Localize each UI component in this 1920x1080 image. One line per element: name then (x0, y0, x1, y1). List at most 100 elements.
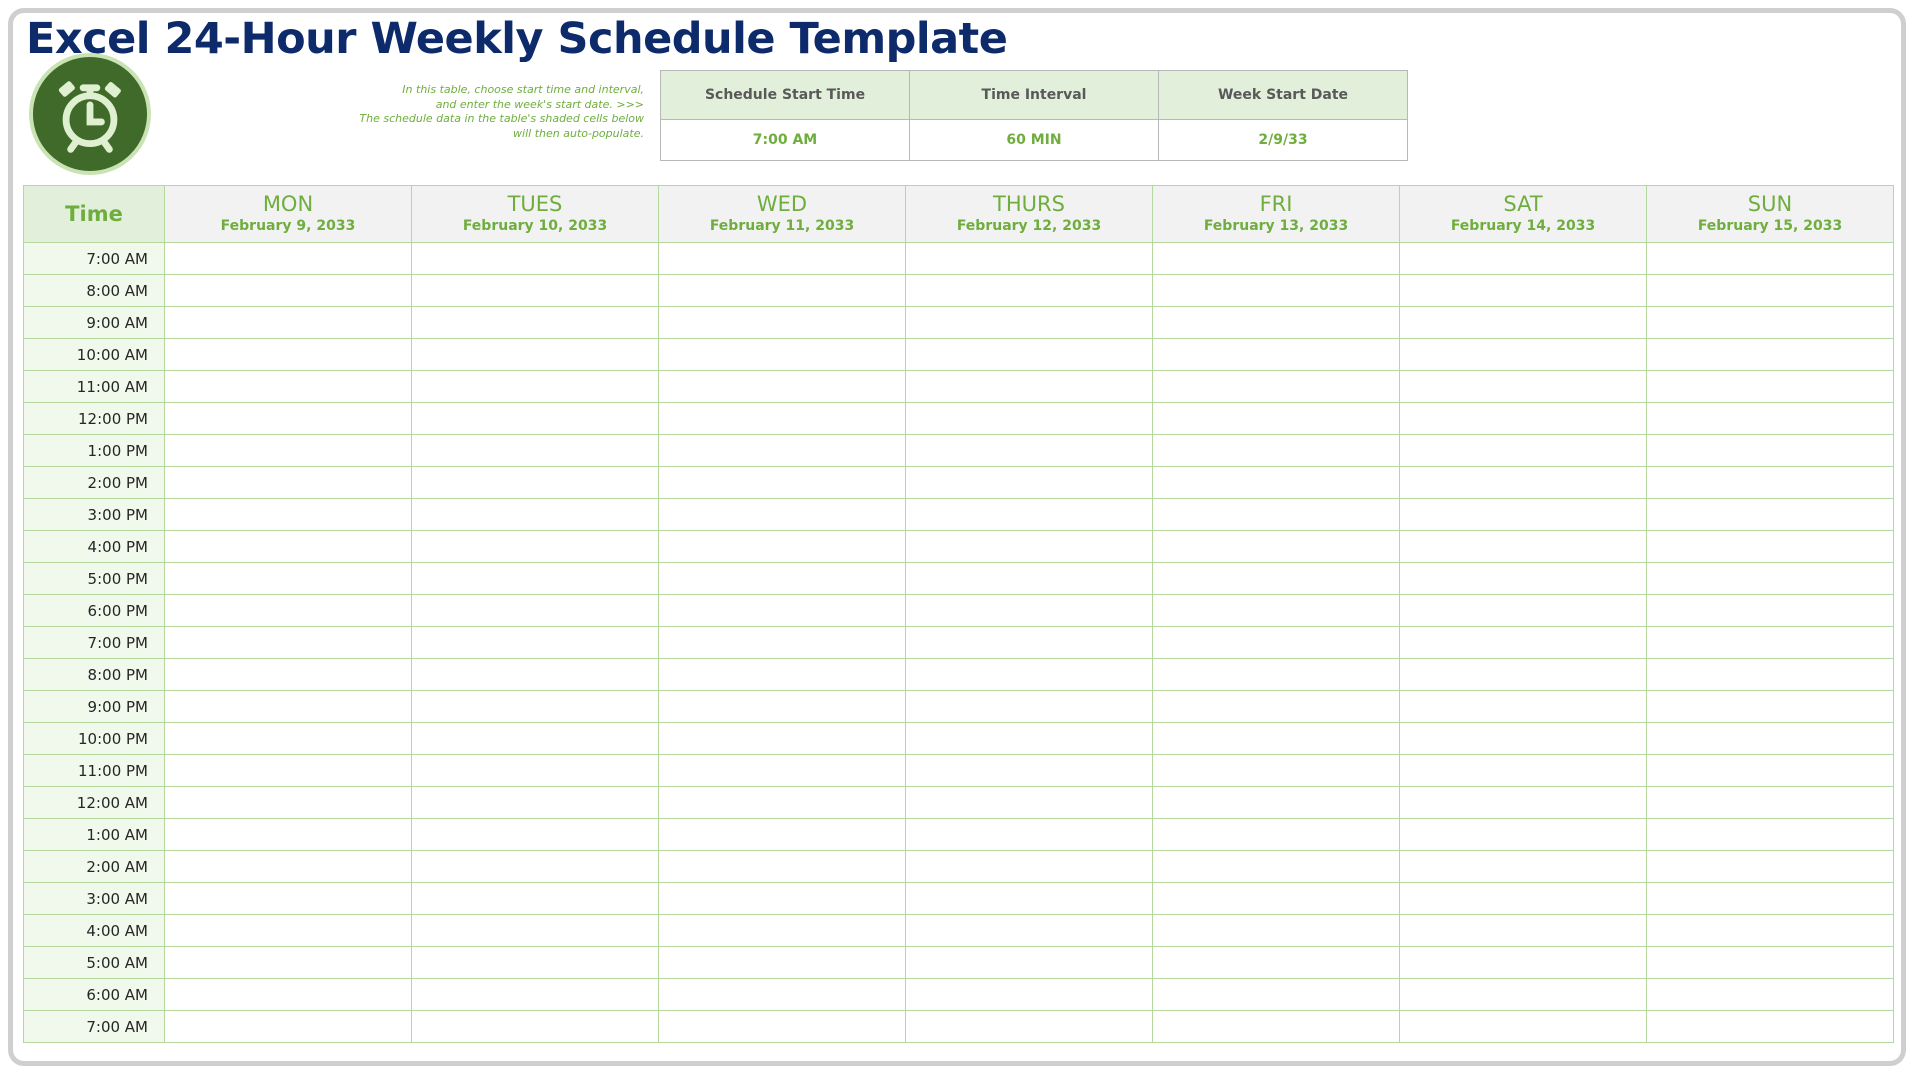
schedule-cell-sat[interactable] (1399, 626, 1647, 659)
schedule-cell-mon[interactable] (164, 690, 412, 723)
schedule-cell-tues[interactable] (411, 754, 659, 787)
schedule-cell-fri[interactable] (1152, 818, 1400, 851)
schedule-cell-sun[interactable] (1646, 466, 1894, 499)
schedule-cell-thurs[interactable] (905, 530, 1153, 563)
schedule-cell-fri[interactable] (1152, 722, 1400, 755)
schedule-cell-sat[interactable] (1399, 274, 1647, 307)
schedule-cell-thurs[interactable] (905, 402, 1153, 435)
schedule-cell-sun[interactable] (1646, 626, 1894, 659)
schedule-cell-wed[interactable] (658, 498, 906, 531)
schedule-cell-wed[interactable] (658, 466, 906, 499)
schedule-cell-mon[interactable] (164, 722, 412, 755)
schedule-cell-mon[interactable] (164, 498, 412, 531)
schedule-cell-sun[interactable] (1646, 562, 1894, 595)
schedule-cell-tues[interactable] (411, 722, 659, 755)
schedule-cell-fri[interactable] (1152, 1010, 1400, 1043)
schedule-cell-sun[interactable] (1646, 786, 1894, 819)
schedule-cell-wed[interactable] (658, 530, 906, 563)
schedule-cell-sat[interactable] (1399, 530, 1647, 563)
schedule-cell-sun[interactable] (1646, 530, 1894, 563)
schedule-cell-sat[interactable] (1399, 850, 1647, 883)
schedule-cell-tues[interactable] (411, 882, 659, 915)
schedule-cell-mon[interactable] (164, 754, 412, 787)
schedule-cell-sat[interactable] (1399, 946, 1647, 979)
schedule-cell-tues[interactable] (411, 914, 659, 947)
schedule-cell-fri[interactable] (1152, 530, 1400, 563)
schedule-cell-wed[interactable] (658, 626, 906, 659)
schedule-cell-wed[interactable] (658, 882, 906, 915)
schedule-cell-thurs[interactable] (905, 242, 1153, 275)
schedule-cell-mon[interactable] (164, 882, 412, 915)
schedule-cell-sun[interactable] (1646, 242, 1894, 275)
schedule-cell-thurs[interactable] (905, 498, 1153, 531)
schedule-cell-tues[interactable] (411, 498, 659, 531)
schedule-cell-tues[interactable] (411, 434, 659, 467)
schedule-cell-sat[interactable] (1399, 466, 1647, 499)
schedule-cell-thurs[interactable] (905, 786, 1153, 819)
schedule-cell-sun[interactable] (1646, 690, 1894, 723)
schedule-cell-sat[interactable] (1399, 370, 1647, 403)
schedule-cell-mon[interactable] (164, 274, 412, 307)
schedule-cell-sat[interactable] (1399, 242, 1647, 275)
schedule-cell-fri[interactable] (1152, 402, 1400, 435)
schedule-cell-mon[interactable] (164, 658, 412, 691)
schedule-cell-fri[interactable] (1152, 946, 1400, 979)
schedule-cell-tues[interactable] (411, 818, 659, 851)
schedule-cell-wed[interactable] (658, 434, 906, 467)
schedule-cell-thurs[interactable] (905, 306, 1153, 339)
schedule-cell-sat[interactable] (1399, 594, 1647, 627)
schedule-cell-fri[interactable] (1152, 242, 1400, 275)
schedule-cell-sun[interactable] (1646, 754, 1894, 787)
schedule-cell-tues[interactable] (411, 370, 659, 403)
schedule-cell-sun[interactable] (1646, 594, 1894, 627)
schedule-cell-tues[interactable] (411, 690, 659, 723)
schedule-cell-fri[interactable] (1152, 978, 1400, 1011)
schedule-cell-fri[interactable] (1152, 882, 1400, 915)
schedule-cell-wed[interactable] (658, 274, 906, 307)
schedule-cell-fri[interactable] (1152, 754, 1400, 787)
schedule-cell-sun[interactable] (1646, 818, 1894, 851)
schedule-cell-fri[interactable] (1152, 658, 1400, 691)
schedule-cell-thurs[interactable] (905, 562, 1153, 595)
schedule-cell-wed[interactable] (658, 786, 906, 819)
schedule-cell-sun[interactable] (1646, 402, 1894, 435)
schedule-cell-sun[interactable] (1646, 658, 1894, 691)
schedule-cell-thurs[interactable] (905, 882, 1153, 915)
schedule-cell-mon[interactable] (164, 530, 412, 563)
schedule-cell-mon[interactable] (164, 242, 412, 275)
schedule-cell-sat[interactable] (1399, 338, 1647, 371)
schedule-start-time-cell[interactable]: 7:00 AM (660, 119, 910, 161)
schedule-cell-fri[interactable] (1152, 338, 1400, 371)
schedule-cell-sun[interactable] (1646, 850, 1894, 883)
schedule-cell-wed[interactable] (658, 754, 906, 787)
schedule-cell-wed[interactable] (658, 370, 906, 403)
schedule-cell-fri[interactable] (1152, 562, 1400, 595)
schedule-cell-tues[interactable] (411, 626, 659, 659)
schedule-cell-thurs[interactable] (905, 434, 1153, 467)
schedule-cell-mon[interactable] (164, 818, 412, 851)
schedule-cell-wed[interactable] (658, 914, 906, 947)
schedule-cell-thurs[interactable] (905, 818, 1153, 851)
schedule-cell-tues[interactable] (411, 594, 659, 627)
schedule-cell-wed[interactable] (658, 338, 906, 371)
schedule-cell-tues[interactable] (411, 1010, 659, 1043)
schedule-cell-tues[interactable] (411, 978, 659, 1011)
schedule-cell-thurs[interactable] (905, 626, 1153, 659)
schedule-cell-tues[interactable] (411, 306, 659, 339)
schedule-cell-sat[interactable] (1399, 978, 1647, 1011)
schedule-cell-sun[interactable] (1646, 434, 1894, 467)
schedule-cell-sat[interactable] (1399, 1010, 1647, 1043)
schedule-cell-sat[interactable] (1399, 914, 1647, 947)
schedule-cell-sat[interactable] (1399, 498, 1647, 531)
schedule-cell-wed[interactable] (658, 594, 906, 627)
schedule-cell-tues[interactable] (411, 946, 659, 979)
schedule-cell-mon[interactable] (164, 850, 412, 883)
schedule-cell-tues[interactable] (411, 562, 659, 595)
schedule-cell-sun[interactable] (1646, 306, 1894, 339)
schedule-cell-sat[interactable] (1399, 658, 1647, 691)
schedule-cell-sat[interactable] (1399, 402, 1647, 435)
schedule-cell-thurs[interactable] (905, 1010, 1153, 1043)
schedule-cell-mon[interactable] (164, 1010, 412, 1043)
schedule-cell-thurs[interactable] (905, 914, 1153, 947)
schedule-cell-tues[interactable] (411, 850, 659, 883)
